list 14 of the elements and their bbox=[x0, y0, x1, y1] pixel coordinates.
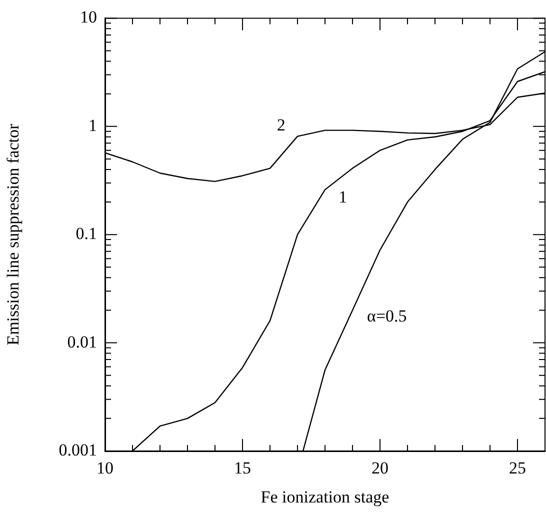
annotation: α=0.5 bbox=[367, 306, 407, 326]
x-tick-label: 20 bbox=[372, 458, 388, 478]
x-tick-label: 15 bbox=[234, 458, 251, 478]
y-tick-label: 0.1 bbox=[76, 224, 97, 244]
y-tick-label: 10 bbox=[80, 8, 97, 27]
annotation: 2 bbox=[276, 115, 286, 134]
y-tick-label: 0.001 bbox=[58, 440, 97, 460]
x-tick-label: 25 bbox=[509, 458, 526, 478]
y-axis-title: Emission line suppression factor bbox=[4, 124, 23, 346]
y-tick-label: 1 bbox=[88, 116, 97, 135]
x-tick-label: 10 bbox=[96, 458, 114, 478]
y-tick-label: 0.01 bbox=[67, 332, 97, 352]
x-axis-title: Fe ionization stage bbox=[260, 487, 390, 506]
annotation: 1 bbox=[338, 188, 348, 207]
